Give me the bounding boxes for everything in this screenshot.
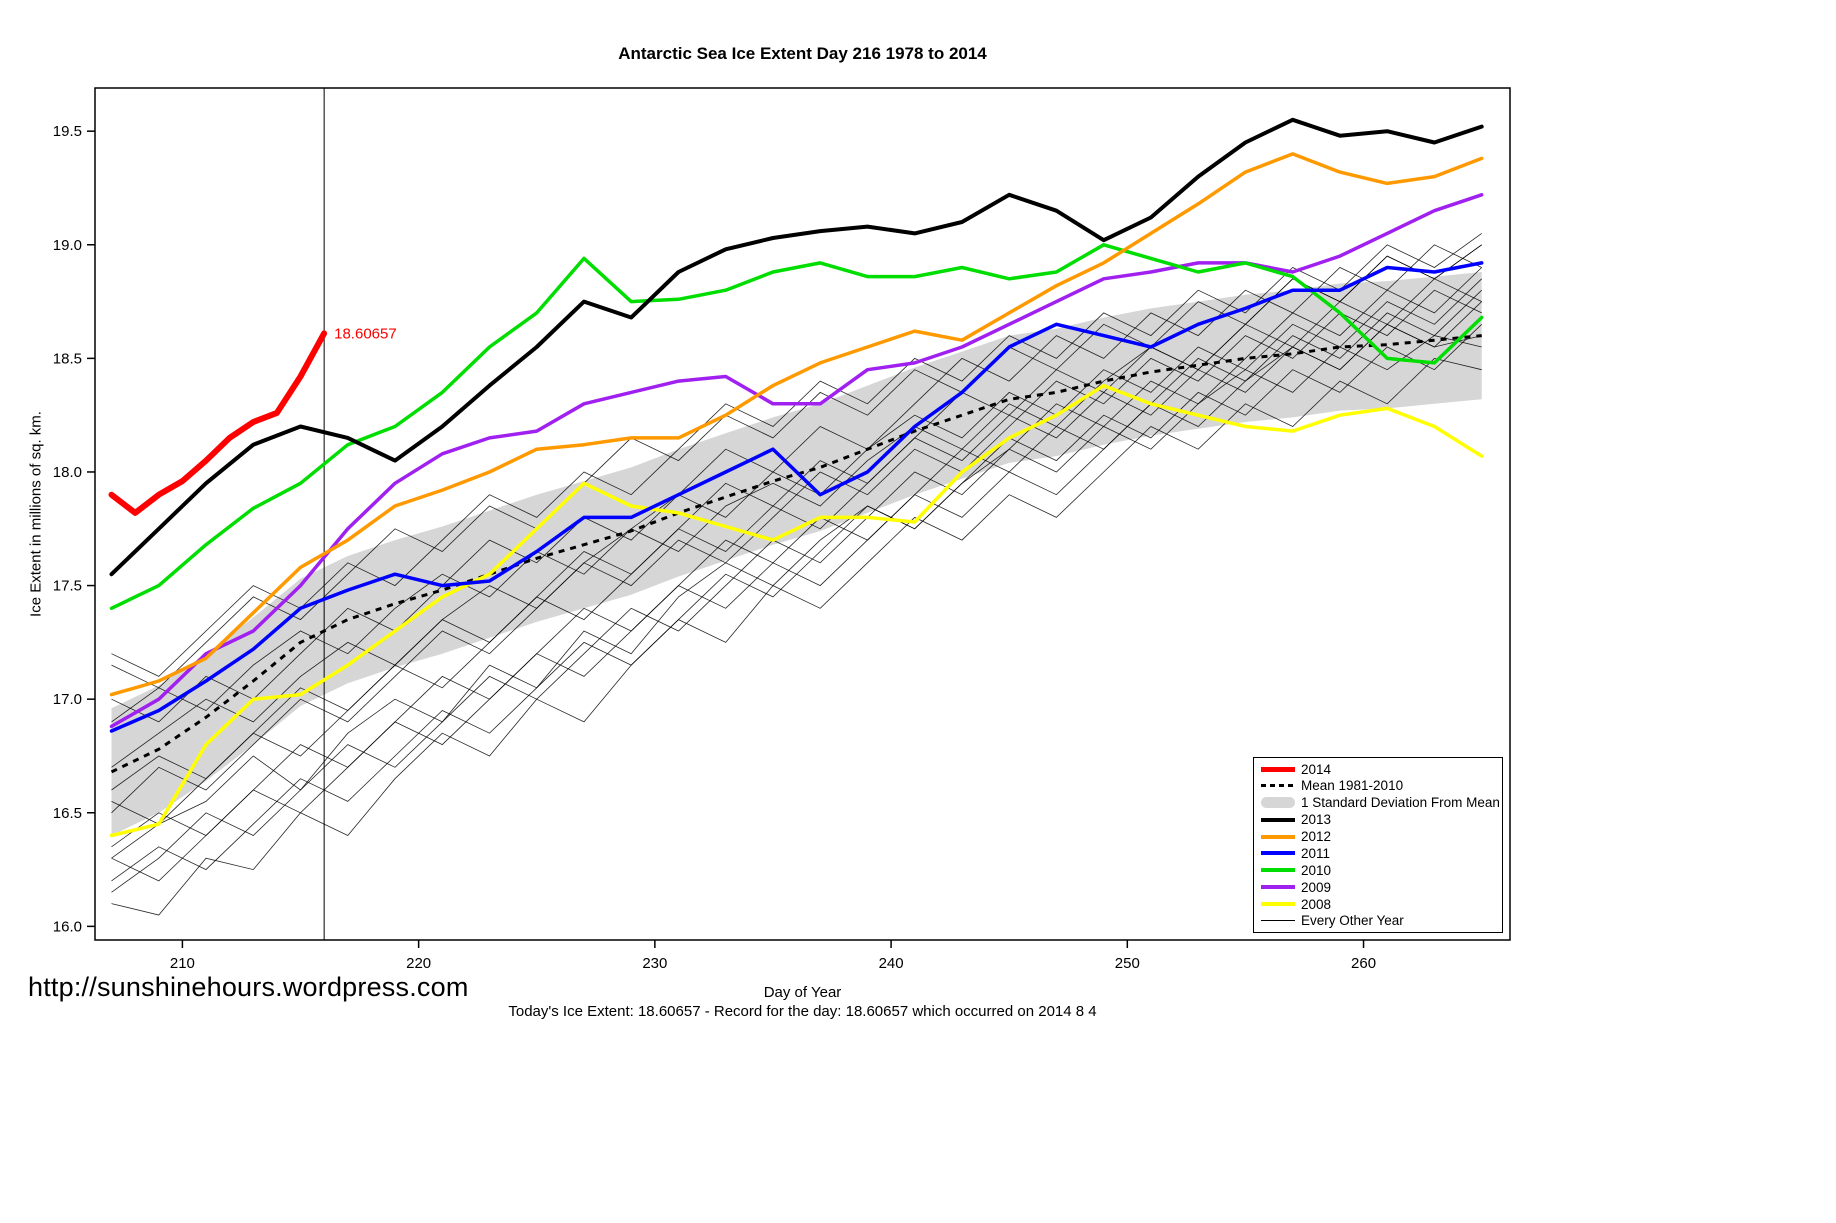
y-tick-label: 18.0 bbox=[53, 464, 82, 481]
footer-note: Today's Ice Extent: 18.60657 - Record fo… bbox=[508, 1003, 1097, 1020]
legend-label: 2012 bbox=[1301, 829, 1332, 844]
y-tick-label: 19.0 bbox=[53, 237, 82, 254]
legend-swatch bbox=[1260, 885, 1296, 890]
site-url: http://sunshinehours.wordpress.com bbox=[28, 972, 469, 1002]
y-tick-label: 16.5 bbox=[53, 805, 82, 822]
legend-swatch bbox=[1260, 902, 1296, 906]
x-tick-label: 220 bbox=[406, 955, 431, 972]
legend-item-1-standard-deviation-from-mean: 1 Standard Deviation From Mean bbox=[1260, 795, 1500, 811]
legend-swatch bbox=[1260, 851, 1296, 856]
x-tick-label: 210 bbox=[170, 955, 195, 972]
legend-item-2008: 2008 bbox=[1260, 896, 1496, 912]
legend-label: 2008 bbox=[1301, 896, 1332, 912]
legend-item-2009: 2009 bbox=[1260, 879, 1496, 895]
x-tick-label: 230 bbox=[642, 955, 667, 972]
y-tick-label: 16.0 bbox=[53, 918, 82, 935]
legend-swatch bbox=[1260, 817, 1296, 822]
x-axis-label: Day of Year bbox=[763, 984, 842, 1001]
legend-item-2012: 2012 bbox=[1260, 829, 1496, 845]
legend-item-2013: 2013 bbox=[1260, 812, 1496, 828]
legend: 2014 Mean 1981-2010 1 Standard Deviation F… bbox=[1253, 757, 1503, 933]
x-tick-label: 260 bbox=[1351, 955, 1376, 972]
legend-swatch bbox=[1260, 920, 1296, 922]
legend-swatch bbox=[1260, 766, 1296, 772]
y-tick-label: 17.0 bbox=[53, 691, 82, 708]
legend-item-2010: 2010 bbox=[1260, 862, 1496, 878]
legend-swatch bbox=[1260, 784, 1296, 788]
x-tick-label: 250 bbox=[1115, 955, 1140, 972]
legend-label: 2010 bbox=[1301, 862, 1332, 878]
legend-label: 1 Standard Deviation From Mean bbox=[1301, 795, 1500, 811]
x-tick-label: 240 bbox=[879, 955, 904, 972]
legend-label: 2014 bbox=[1301, 761, 1332, 777]
legend-swatch bbox=[1260, 834, 1296, 839]
legend-swatch bbox=[1260, 797, 1296, 809]
legend-label: 2009 bbox=[1301, 879, 1332, 895]
legend-item-mean-1981-2010: Mean 1981-2010 bbox=[1260, 778, 1496, 794]
legend-item-2011: 2011 bbox=[1260, 845, 1496, 861]
legend-label: 2013 bbox=[1301, 812, 1332, 828]
y-tick-label: 19.5 bbox=[53, 123, 82, 140]
chart-title: Antarctic Sea Ice Extent Day 216 1978 to… bbox=[618, 44, 987, 63]
legend-swatch bbox=[1260, 868, 1296, 873]
record-value-annotation: 18.60657 bbox=[334, 325, 397, 342]
y-tick-label: 17.5 bbox=[53, 578, 82, 595]
legend-item-2014: 2014 bbox=[1260, 761, 1496, 777]
legend-label: 2011 bbox=[1301, 845, 1331, 861]
legend-label: Mean 1981-2010 bbox=[1301, 778, 1404, 794]
legend-label: Every Other Year bbox=[1301, 913, 1404, 929]
y-tick-label: 18.5 bbox=[53, 350, 82, 367]
legend-item-every-other-year: Every Other Year bbox=[1260, 913, 1496, 929]
